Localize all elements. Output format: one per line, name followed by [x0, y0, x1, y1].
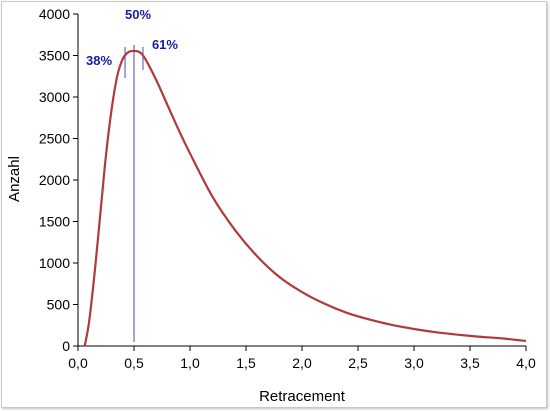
x-tick-label: 3,5	[460, 355, 480, 371]
marker-label-38: 38%	[86, 53, 112, 68]
marker-label-61: 61%	[152, 37, 178, 52]
y-tick-label: 1500	[39, 214, 70, 230]
x-tick-label: 0,0	[68, 355, 88, 371]
y-tick-label: 2000	[39, 172, 70, 188]
x-tick-label: 2,5	[348, 355, 368, 371]
y-tick-label: 0	[62, 338, 70, 354]
x-tick-label: 0,5	[124, 355, 144, 371]
y-tick-label: 3000	[39, 89, 70, 105]
x-tick-label: 1,0	[180, 355, 200, 371]
x-tick-label: 2,0	[292, 355, 312, 371]
x-tick-label: 3,0	[404, 355, 424, 371]
x-axis-title: Retracement	[259, 388, 346, 405]
y-tick-label: 1000	[39, 255, 70, 271]
series-line	[83, 49, 527, 347]
y-tick-label: 2500	[39, 131, 70, 147]
x-tick-label: 4,0	[516, 355, 536, 371]
y-tick-label: 500	[47, 297, 71, 313]
axes	[77, 14, 526, 347]
marker-label-50: 50%	[125, 7, 151, 22]
x-tick-label: 1,5	[236, 355, 256, 371]
marker-lines: 38% 50%61%	[86, 7, 178, 342]
y-tick-label: 4000	[39, 6, 70, 22]
ticks: 0,0 0,5 1,0 1,5 2,0 2,5 3,0 3,5 4,0 0 500 1000 1500 2…	[39, 6, 536, 371]
y-tick-label: 3500	[39, 48, 70, 64]
y-axis-title: Anzahl	[6, 156, 23, 202]
